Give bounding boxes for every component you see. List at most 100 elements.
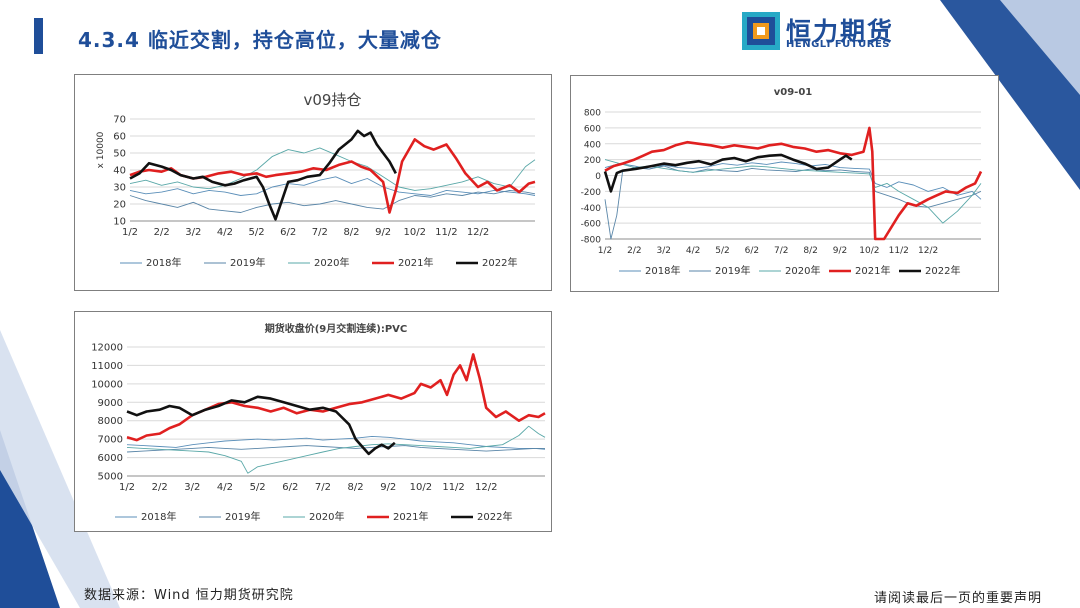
- legend-label: 2020年: [309, 510, 344, 523]
- legend-label: 2018年: [645, 264, 680, 277]
- x-tick-label: 4/2: [217, 482, 233, 493]
- y-tick-label: 7000: [98, 435, 123, 446]
- x-tick-label: 3/2: [657, 246, 671, 256]
- series-line-2019: [129, 189, 536, 213]
- y-tick-label: 11000: [91, 361, 123, 372]
- x-tick-label: 7/2: [315, 482, 331, 493]
- x-tick-label: 8/2: [348, 482, 364, 493]
- brand-logo: 恒力期货 HENGLI FUTURES: [742, 12, 912, 52]
- series-line-2021: [604, 126, 983, 241]
- y-tick-label: 200: [584, 156, 601, 166]
- x-tick-label: 2/2: [154, 227, 170, 238]
- x-tick-label: 6/2: [745, 246, 759, 256]
- y-tick-label: 60: [113, 132, 126, 143]
- x-tick-label: 5/2: [715, 246, 729, 256]
- y-tick-label: 400: [584, 140, 601, 150]
- x-tick-label: 7/2: [774, 246, 788, 256]
- brand-name-cn: 恒力期货: [786, 17, 895, 46]
- x-tick-label: 3/2: [184, 482, 200, 493]
- x-tick-label: 6/2: [282, 482, 298, 493]
- y-tick-label: 12000: [91, 343, 123, 354]
- legend-label: 2021年: [855, 264, 890, 277]
- y-tick-label: 9000: [98, 398, 123, 409]
- legend-label: 2022年: [477, 510, 512, 523]
- legend-label: 2020年: [314, 256, 349, 269]
- x-tick-label: 9/2: [380, 482, 396, 493]
- y-tick-label: 50: [113, 149, 126, 160]
- x-tick-label: 9/2: [833, 246, 847, 256]
- chart-panel-oi: 10 20 30 40 50 60 70 1/2 2/2 3/2 4/2 5/2 6/2 7/2 8/2 9/…: [74, 74, 552, 291]
- x-tick-label: 11/2: [442, 482, 464, 493]
- chart-open-interest: 10 20 30 40 50 60 70 1/2 2/2 3/2 4/2 5/2 6/2 7/2 8/2 9/…: [96, 91, 536, 269]
- x-tick-label: 1/2: [122, 227, 138, 238]
- x-tick-label: 12/2: [467, 227, 489, 238]
- x-tick-label: 12/2: [475, 482, 497, 493]
- x-tick-label: 5/2: [249, 227, 265, 238]
- x-tick-label: 2/2: [152, 482, 168, 493]
- legend-label: 2022年: [925, 264, 960, 277]
- chart-title: v09-01: [774, 87, 813, 98]
- x-tick-label: 4/2: [686, 246, 700, 256]
- x-tick-label: 9/2: [375, 227, 391, 238]
- x-tick-label: 2/2: [627, 246, 641, 256]
- y-tick-label: -400: [581, 204, 602, 214]
- y-tick-label: 5000: [98, 472, 123, 483]
- legend-label: 2022年: [482, 256, 517, 269]
- logo-icon: [742, 12, 780, 50]
- x-tick-label: 10/2: [859, 246, 879, 256]
- y-tick-label: 8000: [98, 416, 123, 427]
- x-tick-label: 10/2: [410, 482, 432, 493]
- x-tick-label: 10/2: [404, 227, 426, 238]
- chart-price: 5000 6000 7000 8000 9000 10000 11000 12000 1/2 2/…: [91, 322, 546, 523]
- x-tick-label: 8/2: [803, 246, 817, 256]
- x-tick-label: 1/2: [119, 482, 135, 493]
- page-title: 4.3.4 临近交割，持仓高位，大量减仓: [78, 28, 442, 52]
- x-tick-label: 12/2: [918, 246, 938, 256]
- legend-label: 2019年: [225, 510, 260, 523]
- legend-label: 2018年: [146, 256, 181, 269]
- x-tick-label: 5/2: [250, 482, 266, 493]
- x-tick-label: 3/2: [185, 227, 201, 238]
- x-tick-label: 11/2: [435, 227, 457, 238]
- x-tick-label: 11/2: [889, 246, 909, 256]
- brand-name-en: HENGLI FUTURES: [786, 39, 890, 50]
- chart-spread: -800 -600 -400 -200 0 200 400 600 800 1/2 2/2 3/2 4/…: [581, 87, 983, 277]
- chart-panel-price: 5000 6000 7000 8000 9000 10000 11000 12000 1/2 2/…: [74, 311, 552, 532]
- data-source: 数据来源：Wind 恒力期货研究院: [84, 588, 294, 603]
- legend-label: 2021年: [393, 510, 428, 523]
- y-tick-label: -600: [581, 220, 602, 230]
- y-tick-label: 800: [584, 109, 601, 119]
- legend-label: 2019年: [715, 264, 750, 277]
- y-tick-label: 6000: [98, 453, 123, 464]
- legend-label: 2021年: [398, 256, 433, 269]
- series-line-2018: [604, 161, 982, 200]
- legend-label: 2019年: [230, 256, 265, 269]
- y-tick-label: 70: [113, 115, 126, 126]
- y-tick-label: 30: [113, 183, 126, 194]
- chart-title: 期货收盘价(9月交割连续):PVC: [265, 322, 408, 335]
- title-accent-bar: [34, 18, 43, 54]
- disclaimer-note: 请阅读最后一页的重要声明: [873, 591, 1042, 606]
- series-line-2022: [129, 129, 397, 221]
- y-axis-label: x 10000: [96, 131, 106, 168]
- x-tick-label: 8/2: [343, 227, 359, 238]
- y-tick-label: -200: [581, 188, 602, 198]
- y-tick-label: 600: [584, 124, 601, 134]
- series-line-2022: [603, 153, 853, 193]
- y-tick-label: 40: [113, 166, 126, 177]
- y-tick-label: 10000: [91, 379, 123, 390]
- x-tick-label: 6/2: [280, 227, 296, 238]
- y-tick-label: 20: [113, 200, 126, 211]
- legend-label: 2018年: [141, 510, 176, 523]
- x-tick-label: 1/2: [598, 246, 612, 256]
- series-line-2020: [126, 425, 546, 474]
- x-tick-label: 4/2: [217, 227, 233, 238]
- series-line-2019: [126, 445, 545, 453]
- y-tick-label: 0: [595, 172, 601, 182]
- legend-label: 2020年: [785, 264, 820, 277]
- y-tick-label: -800: [581, 236, 602, 246]
- series-line-2021: [126, 353, 546, 442]
- chart-title: v09持仓: [304, 91, 362, 109]
- series-line-2022: [126, 395, 396, 456]
